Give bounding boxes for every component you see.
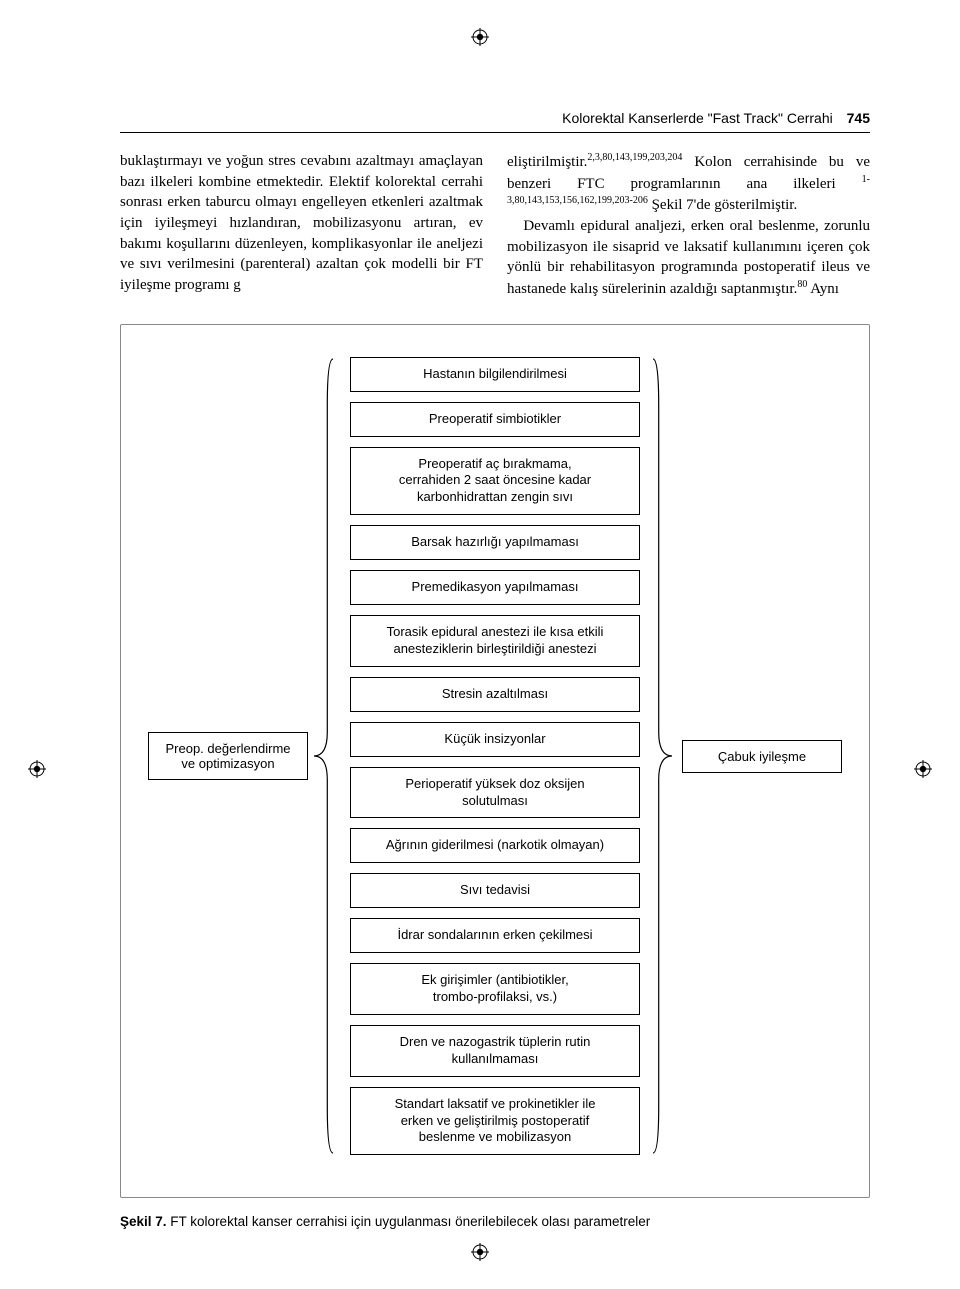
figure-item: Sıvı tedavisi — [350, 873, 640, 908]
figure-item: Stresin azaltılması — [350, 677, 640, 712]
preop-box-label: Preop. değerlendirme ve optimizasyon — [165, 741, 290, 771]
figure-7: Preop. değerlendirme ve optimizasyon Has… — [120, 324, 870, 1198]
figure-right-side: Çabuk iyileşme — [677, 357, 847, 1155]
left-brace — [313, 357, 339, 1155]
citation-sup: 80 — [797, 279, 807, 290]
page: Kolorektal Kanserlerde "Fast Track" Cerr… — [0, 0, 960, 1289]
result-box-label: Çabuk iyileşme — [718, 749, 806, 764]
crop-mark-icon — [914, 760, 932, 778]
figure-left-side: Preop. değerlendirme ve optimizasyon — [143, 357, 313, 1155]
figure-item: Barsak hazırlığı yapılmaması — [350, 525, 640, 560]
figure-item: Perioperatif yüksek doz oksijen solutulm… — [350, 767, 640, 819]
figure-item: Torasik epidural anestezi ile kısa etkil… — [350, 615, 640, 667]
figure-item: Preoperatif aç bırakmama, cerrahiden 2 s… — [350, 447, 640, 516]
figure-item: Standart laksatif ve prokinetikler ile e… — [350, 1087, 640, 1156]
citation-sup: 2,3,80,143,199,203,204 — [587, 152, 682, 163]
crop-mark-icon — [28, 760, 46, 778]
figure-item: Preoperatif simbiotikler — [350, 402, 640, 437]
left-column: buklaştırmayı ve yoğun stres cevabını az… — [120, 151, 483, 300]
body-columns: buklaştırmayı ve yoğun stres cevabını az… — [120, 151, 870, 300]
figure-grid: Preop. değerlendirme ve optimizasyon Has… — [143, 357, 847, 1155]
crop-mark-icon — [471, 28, 489, 46]
figure-item: Premedikasyon yapılmaması — [350, 570, 640, 605]
right-column: eliştirilmiştir.2,3,80,143,199,203,204 K… — [507, 151, 870, 300]
brace-icon — [651, 357, 673, 1155]
preop-box: Preop. değerlendirme ve optimizasyon — [148, 732, 308, 780]
result-box: Çabuk iyileşme — [682, 740, 842, 773]
figure-item: İdrar sondalarının erken çekilmesi — [350, 918, 640, 953]
figure-item: Hastanın bilgilendirilmesi — [350, 357, 640, 392]
brace-icon — [313, 357, 335, 1155]
crop-mark-icon — [471, 1243, 489, 1261]
body-text: Şekil 7'de gösterilmiştir. — [648, 197, 797, 213]
running-title: Kolorektal Kanserlerde "Fast Track" Cerr… — [562, 110, 833, 126]
figure-item: Küçük insizyonlar — [350, 722, 640, 757]
running-head: Kolorektal Kanserlerde "Fast Track" Cerr… — [120, 110, 870, 126]
body-text: buklaştırmayı ve yoğun stres cevabını az… — [120, 153, 483, 293]
figure-item: Ağrının giderilmesi (narkotik olmayan) — [350, 828, 640, 863]
figure-center-column: Hastanın bilgilendirilmesi Preoperatif si… — [339, 357, 651, 1155]
figure-item: Ek girişimler (antibiotikler, trombo-pro… — [350, 963, 640, 1015]
caption-text: FT kolorektal kanser cerrahisi için uygu… — [167, 1214, 651, 1229]
right-brace — [651, 357, 677, 1155]
page-number: 745 — [847, 110, 870, 126]
head-rule — [120, 132, 870, 133]
figure-item: Dren ve nazogastrik tüplerin rutin kulla… — [350, 1025, 640, 1077]
caption-lead: Şekil 7. — [120, 1214, 167, 1229]
body-text: Aynı — [807, 281, 839, 297]
body-text: eliştirilmiştir. — [507, 154, 587, 170]
figure-caption: Şekil 7. FT kolorektal kanser cerrahisi … — [120, 1214, 870, 1229]
